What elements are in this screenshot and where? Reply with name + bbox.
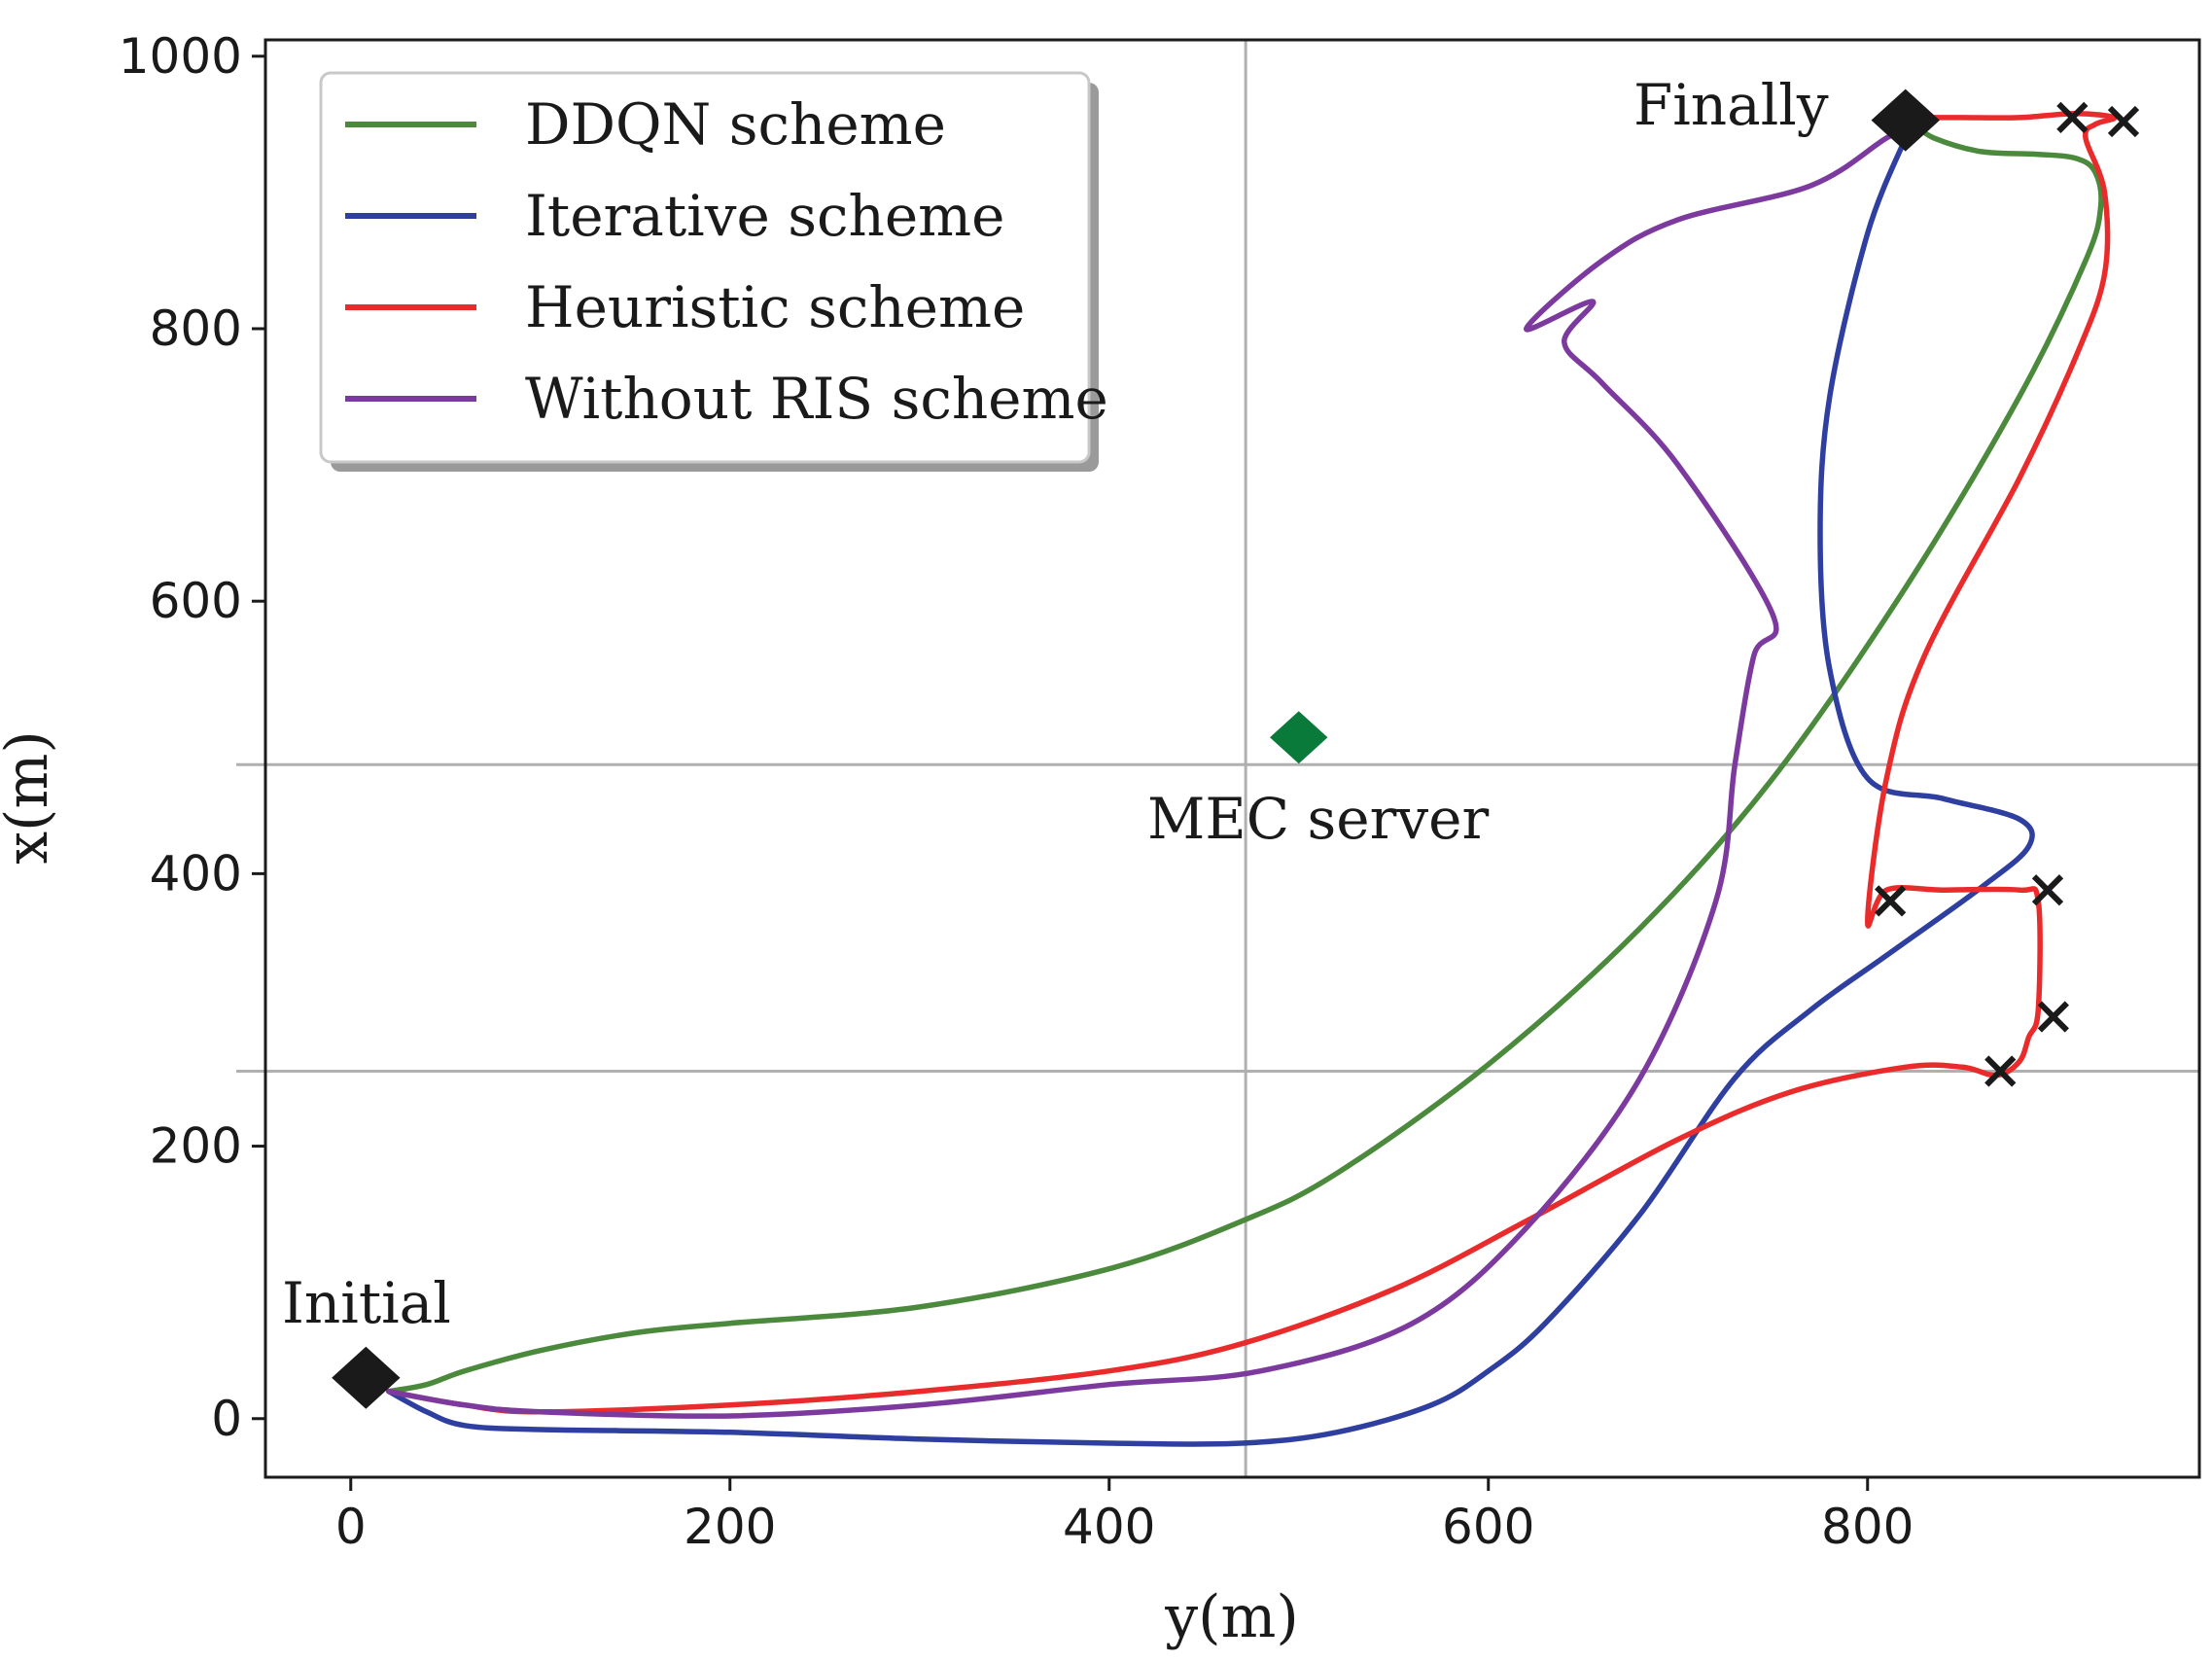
y-tick-label: 0 <box>211 1391 242 1447</box>
series-line-ddqn-scheme <box>386 122 2104 1395</box>
x-tick-label: 400 <box>1063 1499 1155 1555</box>
y-tick-label: 600 <box>150 573 242 629</box>
y-axis-label: x(m) <box>0 730 61 865</box>
x-marker <box>2037 1001 2069 1033</box>
legend-box <box>319 71 1091 464</box>
legend-label-ddqn-scheme: DDQN scheme <box>525 91 946 158</box>
x-tick-label: 600 <box>1442 1499 1534 1555</box>
marker-layer <box>332 88 2140 1409</box>
x-tick-label: 200 <box>684 1499 776 1555</box>
y-tick-label: 1000 <box>119 28 242 85</box>
x-marker <box>1875 885 1907 917</box>
plot-frame <box>263 38 2201 1479</box>
annotation-mec-server: MEC server <box>1147 786 1489 852</box>
series-line-without-ris-scheme <box>386 122 1918 1419</box>
mec-server-marker <box>1270 711 1328 764</box>
legend-label-heuristic-scheme: Heuristic scheme <box>525 274 1025 340</box>
x-marker <box>1984 1055 2017 1087</box>
legend-label-iterative-scheme: Iterative scheme <box>525 183 1004 249</box>
annotation-finally: Finally <box>1633 72 1829 138</box>
legend: DDQN scheme Iterative scheme Heuristic sch… <box>319 71 1108 472</box>
y-tick-label: 400 <box>150 845 242 902</box>
initial-marker <box>332 1346 401 1409</box>
y-tick-label: 200 <box>150 1118 242 1175</box>
series-layer <box>386 110 2118 1447</box>
x-marker <box>2107 105 2140 138</box>
x-tick-label: 800 <box>1821 1499 1914 1555</box>
series-line-heuristic-scheme <box>386 110 2118 1415</box>
final-marker <box>1871 88 1940 152</box>
x-axis-label: y(m) <box>1164 1583 1299 1651</box>
x-tick-label: 0 <box>335 1499 367 1555</box>
legend-label-without-ris-scheme: Without RIS scheme <box>525 366 1108 432</box>
x-marker <box>2056 101 2089 133</box>
series-line-iterative-scheme <box>386 135 2035 1447</box>
annotation-initial: Initial <box>282 1270 451 1336</box>
y-tick-label: 800 <box>150 301 242 357</box>
tick-layer: 0 200 400 600 800 0 200 400 600 800 1000 <box>119 28 1914 1555</box>
x-marker <box>2031 874 2064 906</box>
